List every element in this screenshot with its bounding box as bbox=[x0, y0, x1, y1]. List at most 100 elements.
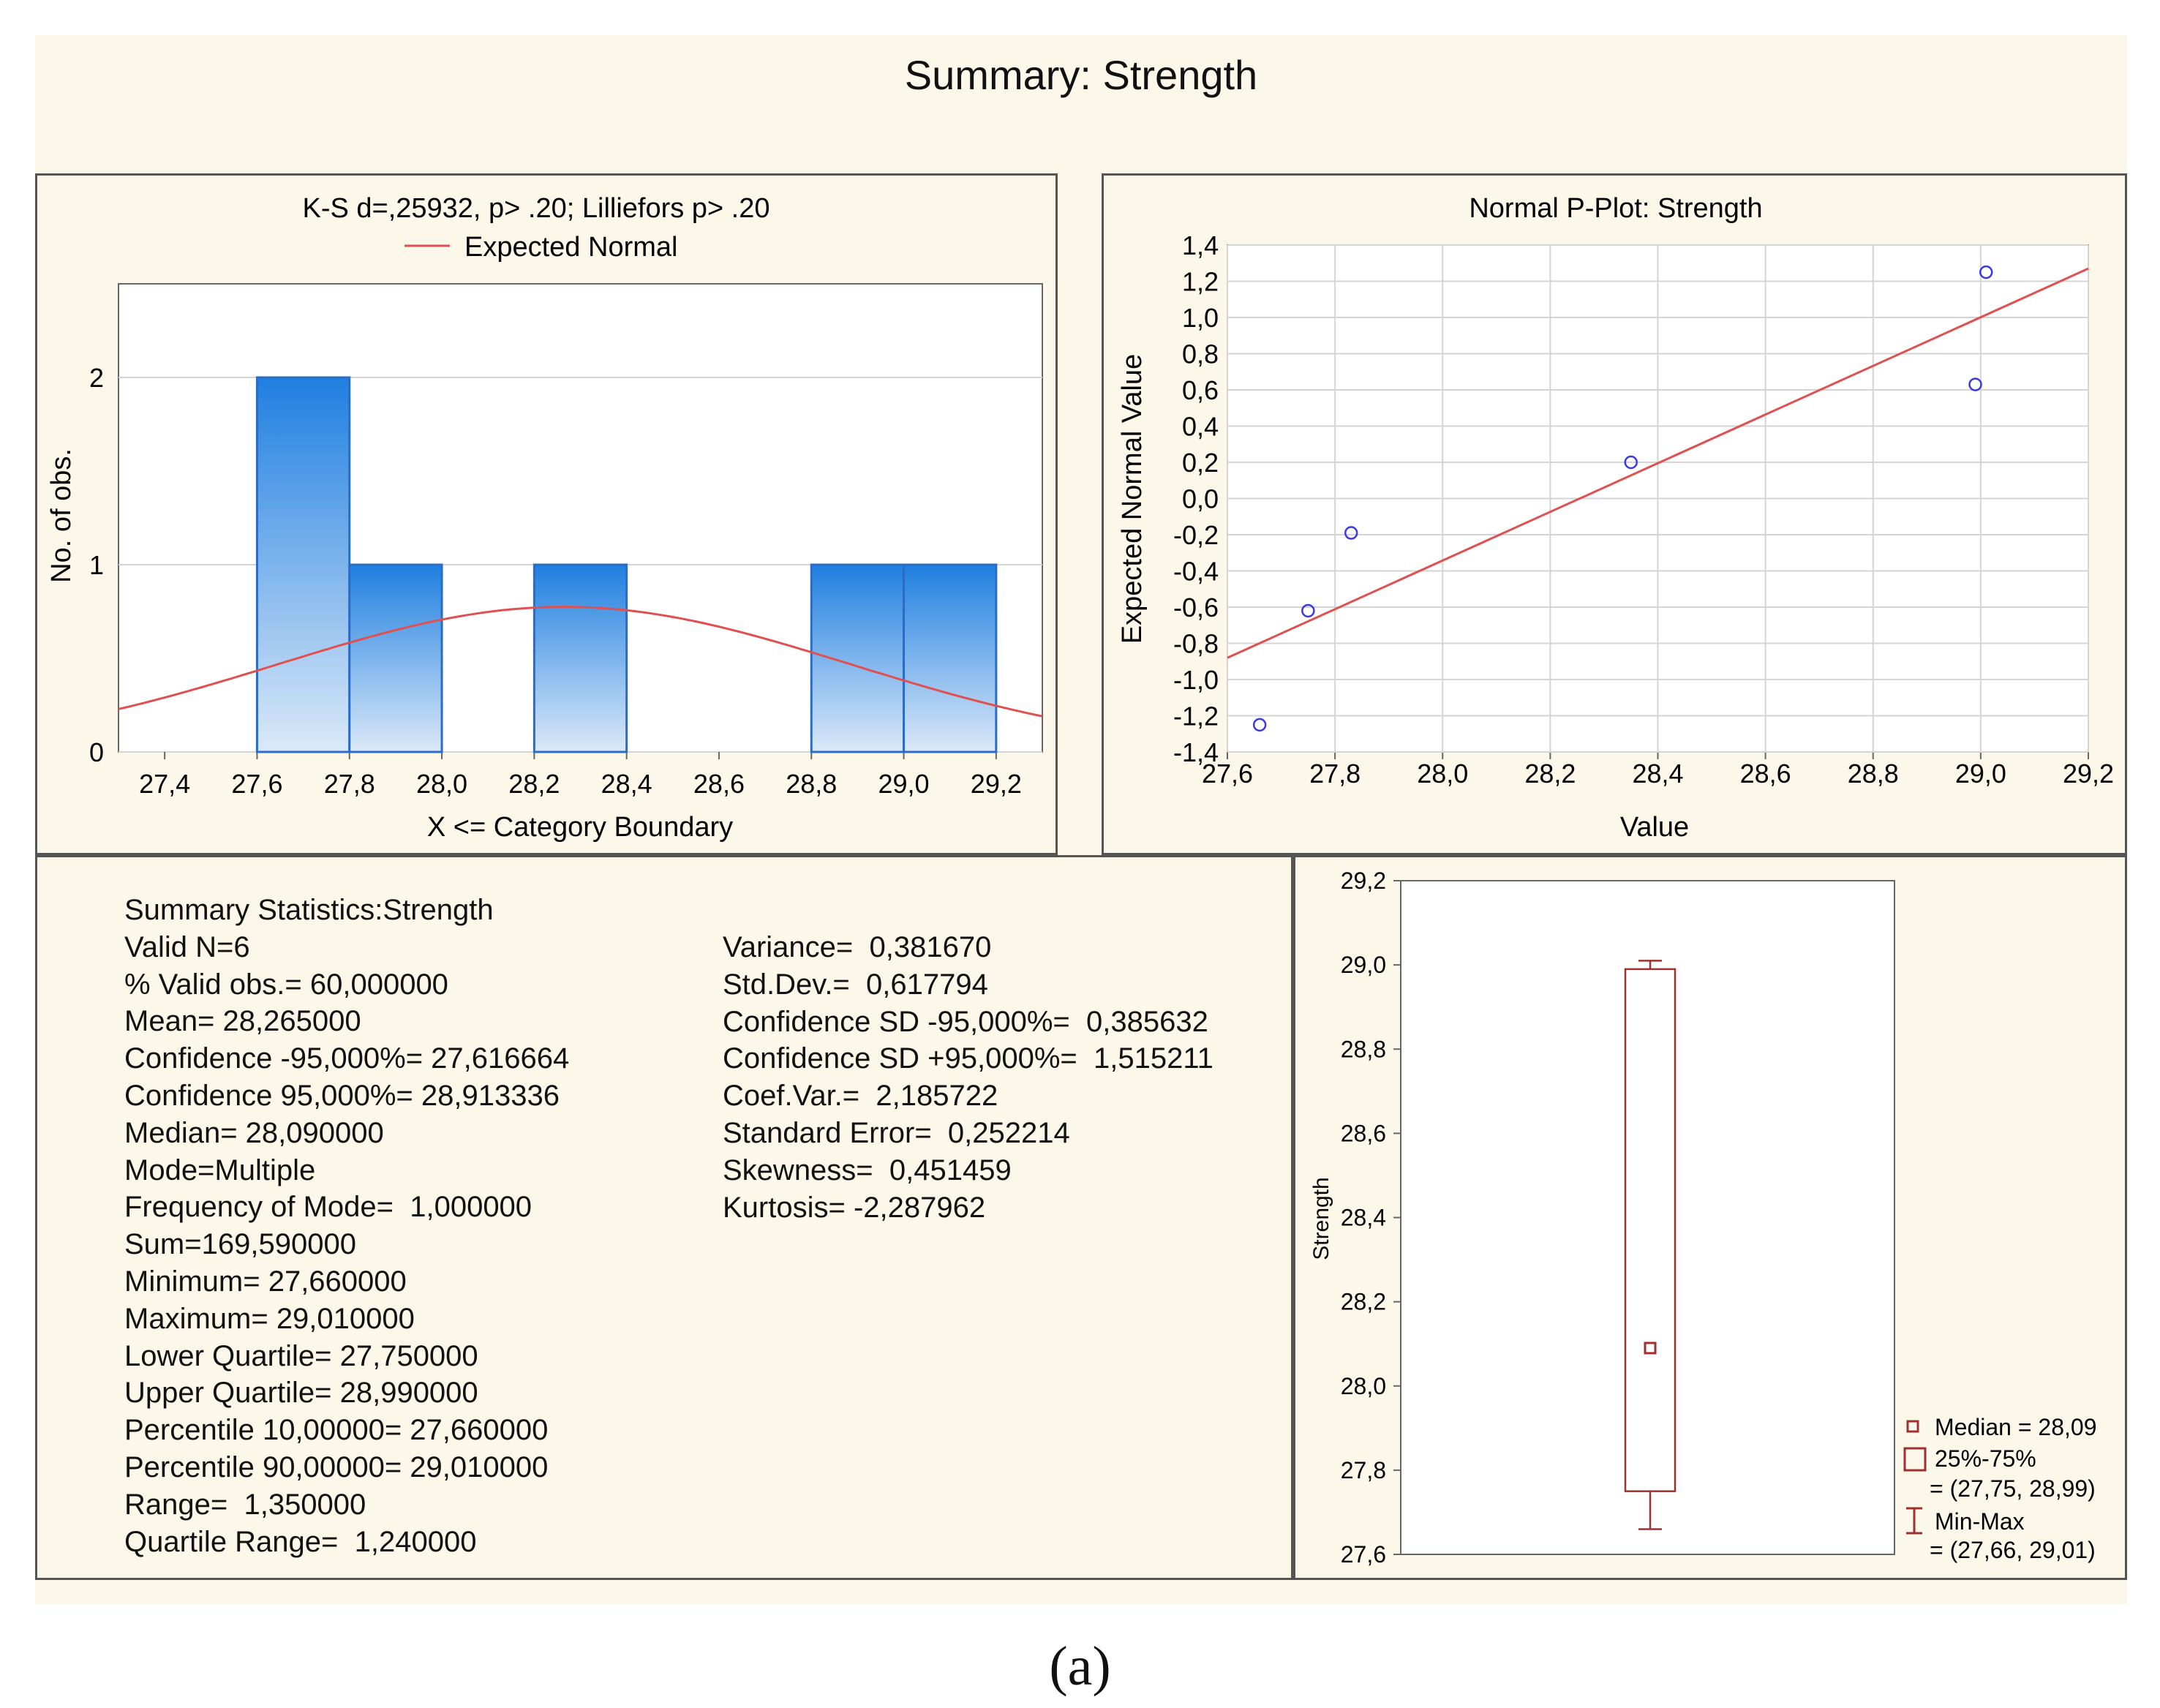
pplot-ytick-label: 1,0 bbox=[1182, 303, 1219, 333]
stat-line: Quartile Range= 1,240000 bbox=[124, 1525, 477, 1558]
pplot-cell bbox=[1102, 173, 2127, 855]
histogram-legend-label: Expected Normal bbox=[464, 232, 677, 263]
histogram-ytick-label: 2 bbox=[89, 363, 104, 393]
boxplot-box bbox=[1624, 968, 1677, 1492]
histogram-bar bbox=[348, 563, 443, 753]
histogram-xtick-label: 27,6 bbox=[231, 769, 282, 799]
histogram-xtick-label: 29,0 bbox=[878, 769, 930, 799]
stat-line: Confidence SD -95,000%= 0,385632 bbox=[723, 1005, 1208, 1038]
pplot-xtick-label: 28,6 bbox=[1740, 759, 1791, 789]
quartile-legend-icon bbox=[1903, 1447, 1927, 1472]
legend-median: Median = 28,09 bbox=[1935, 1414, 2097, 1440]
pplot-ytick-label: -0,4 bbox=[1173, 557, 1219, 587]
stat-line: Variance= 0,381670 bbox=[723, 931, 992, 963]
stat-line: Confidence 95,000%= 28,913336 bbox=[124, 1079, 560, 1112]
pplot-ylabel: Expected Normal Value bbox=[1117, 354, 1148, 644]
boxplot-ytick-label: 28,0 bbox=[1341, 1373, 1386, 1399]
stats-left-list: Summary Statistics:Strength Valid N=6 % Va… bbox=[124, 892, 569, 1560]
expected-normal-curve bbox=[118, 606, 1043, 718]
stat-line: Maximum= 29,010000 bbox=[124, 1302, 415, 1335]
pplot-xtick-label: 27,8 bbox=[1309, 759, 1361, 789]
pplot-xtick-label: 28,2 bbox=[1524, 759, 1576, 789]
boxplot-ytick-label: 27,6 bbox=[1341, 1541, 1386, 1568]
stat-line: Skewness= 0,451459 bbox=[723, 1154, 1012, 1186]
minmax-legend-icon bbox=[1906, 1507, 1922, 1535]
pplot-ytick-label: -0,8 bbox=[1173, 629, 1219, 659]
boxplot-ytick-label: 28,4 bbox=[1341, 1205, 1386, 1231]
stat-line: Sum=169,590000 bbox=[124, 1228, 356, 1261]
histogram-xtick-label: 27,4 bbox=[139, 769, 190, 799]
histogram-bar bbox=[810, 563, 906, 753]
stat-line: Upper Quartile= 28,990000 bbox=[124, 1377, 478, 1410]
pplot-ytick-label: -1,2 bbox=[1173, 701, 1219, 731]
boxplot-ylabel: Strength bbox=[1309, 1177, 1333, 1260]
pplot-ytick-label: 1,4 bbox=[1182, 230, 1219, 260]
pplot-point bbox=[1979, 265, 1993, 279]
stat-line: Mean= 28,265000 bbox=[124, 1005, 361, 1038]
boxplot-ytick-label: 28,6 bbox=[1341, 1120, 1386, 1146]
stat-line: % Valid obs.= 60,000000 bbox=[124, 968, 448, 1001]
pplot-point bbox=[1968, 377, 1982, 391]
boxplot-cell bbox=[1293, 855, 2127, 1580]
stat-line: Mode=Multiple bbox=[124, 1154, 316, 1186]
histogram-bar bbox=[255, 376, 351, 753]
histogram-cell bbox=[35, 173, 1058, 855]
pplot-point bbox=[1624, 455, 1638, 470]
histogram-bar bbox=[903, 563, 998, 753]
histogram-xtick-label: 28,8 bbox=[786, 769, 837, 799]
stat-line: Percentile 90,00000= 29,010000 bbox=[124, 1451, 549, 1483]
stat-line: Std.Dev.= 0,617794 bbox=[723, 968, 988, 1001]
histogram-xtick-label: 28,6 bbox=[693, 769, 745, 799]
histogram-xtick-label: 28,0 bbox=[416, 769, 467, 799]
pplot-ytick-label: 1,2 bbox=[1182, 267, 1219, 297]
pplot-ytick-label: 0,0 bbox=[1182, 484, 1219, 514]
histogram-ylabel: No. of obs. bbox=[46, 448, 77, 583]
stat-line: Confidence SD +95,000%= 1,515211 bbox=[723, 1042, 1213, 1075]
histogram-xtick-label: 28,4 bbox=[601, 769, 652, 799]
pplot-title: Normal P-Plot: Strength bbox=[1469, 193, 1762, 224]
pplot-xtick-label: 28,0 bbox=[1417, 759, 1468, 789]
legend-quartile-range: = (27,75, 28,99) bbox=[1930, 1475, 2096, 1502]
stat-line: Valid N=6 bbox=[124, 930, 250, 963]
stat-line: Range= 1,350000 bbox=[124, 1488, 366, 1521]
pplot-ytick-label: 0,4 bbox=[1182, 412, 1219, 442]
boxplot-ytick-label: 28,2 bbox=[1341, 1289, 1386, 1315]
figure-caption: (a) bbox=[1049, 1636, 1111, 1697]
legend-minmax: Min-Max bbox=[1935, 1508, 2025, 1535]
pplot-ytick-label: 0,6 bbox=[1182, 375, 1219, 405]
pplot-point bbox=[1252, 718, 1267, 732]
histogram-ytick-label: 1 bbox=[89, 550, 104, 580]
boxplot-ytick-label: 29,0 bbox=[1341, 952, 1386, 978]
pplot-ytick-label: -1,4 bbox=[1173, 737, 1219, 767]
boxplot-ytick-label: 29,2 bbox=[1341, 868, 1386, 894]
stat-line: Median= 28,090000 bbox=[124, 1116, 384, 1149]
pplot-ytick-label: -1,0 bbox=[1173, 665, 1219, 695]
histogram-xtick-label: 27,8 bbox=[324, 769, 375, 799]
pplot-xtick-label: 28,8 bbox=[1848, 759, 1899, 789]
stat-line: Percentile 10,00000= 27,660000 bbox=[124, 1414, 549, 1447]
pplot-ytick-label: 0,8 bbox=[1182, 339, 1219, 369]
stat-line: Confidence -95,000%= 27,616664 bbox=[124, 1042, 570, 1075]
histogram-title: K-S d=,25932, p> .20; Lilliefors p> .20 bbox=[302, 193, 769, 224]
pplot-fit-line bbox=[1227, 267, 2089, 659]
median-legend-icon bbox=[1906, 1420, 1919, 1433]
stat-line: Summary Statistics:Strength bbox=[124, 894, 494, 926]
histogram-xtick-label: 29,2 bbox=[971, 769, 1022, 799]
pplot-xlabel: Value bbox=[1620, 812, 1689, 843]
boxplot-ytick-label: 27,8 bbox=[1341, 1457, 1386, 1483]
histogram-bar bbox=[533, 563, 628, 753]
stats-right-list: Variance= 0,381670 Std.Dev.= 0,617794 Conf… bbox=[723, 929, 1213, 1226]
stat-line: Frequency of Mode= 1,000000 bbox=[124, 1191, 533, 1224]
boxplot-median-marker bbox=[1644, 1342, 1657, 1355]
pplot-ytick-label: -0,2 bbox=[1173, 520, 1219, 550]
pplot-xtick-label: 29,2 bbox=[2063, 759, 2114, 789]
boxplot-legend: Median = 28,09 25%-75% = (27,75, 28,99) … bbox=[1903, 1414, 2097, 1563]
stat-line: Lower Quartile= 27,750000 bbox=[124, 1339, 478, 1372]
histogram-xtick-label: 28,2 bbox=[508, 769, 560, 799]
boxplot-ytick-label: 28,8 bbox=[1341, 1036, 1386, 1062]
pplot-xtick-label: 28,4 bbox=[1632, 759, 1683, 789]
pplot-point bbox=[1301, 603, 1315, 618]
